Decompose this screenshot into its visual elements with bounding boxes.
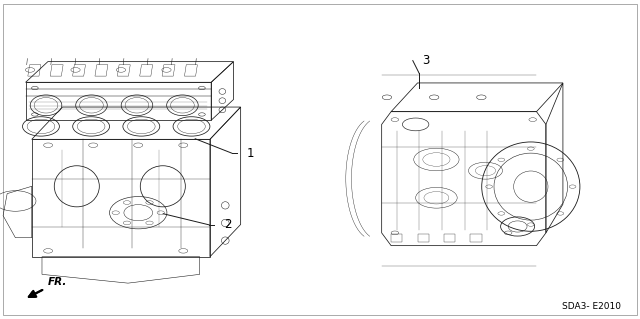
Bar xyxy=(444,234,455,242)
Text: SDA3- E2010: SDA3- E2010 xyxy=(562,302,621,311)
Bar xyxy=(391,234,403,242)
Bar xyxy=(470,234,482,242)
Bar xyxy=(417,234,429,242)
Text: 1: 1 xyxy=(246,147,254,160)
Text: FR.: FR. xyxy=(48,277,67,287)
Text: 2: 2 xyxy=(224,219,232,231)
Text: 3: 3 xyxy=(422,54,430,67)
